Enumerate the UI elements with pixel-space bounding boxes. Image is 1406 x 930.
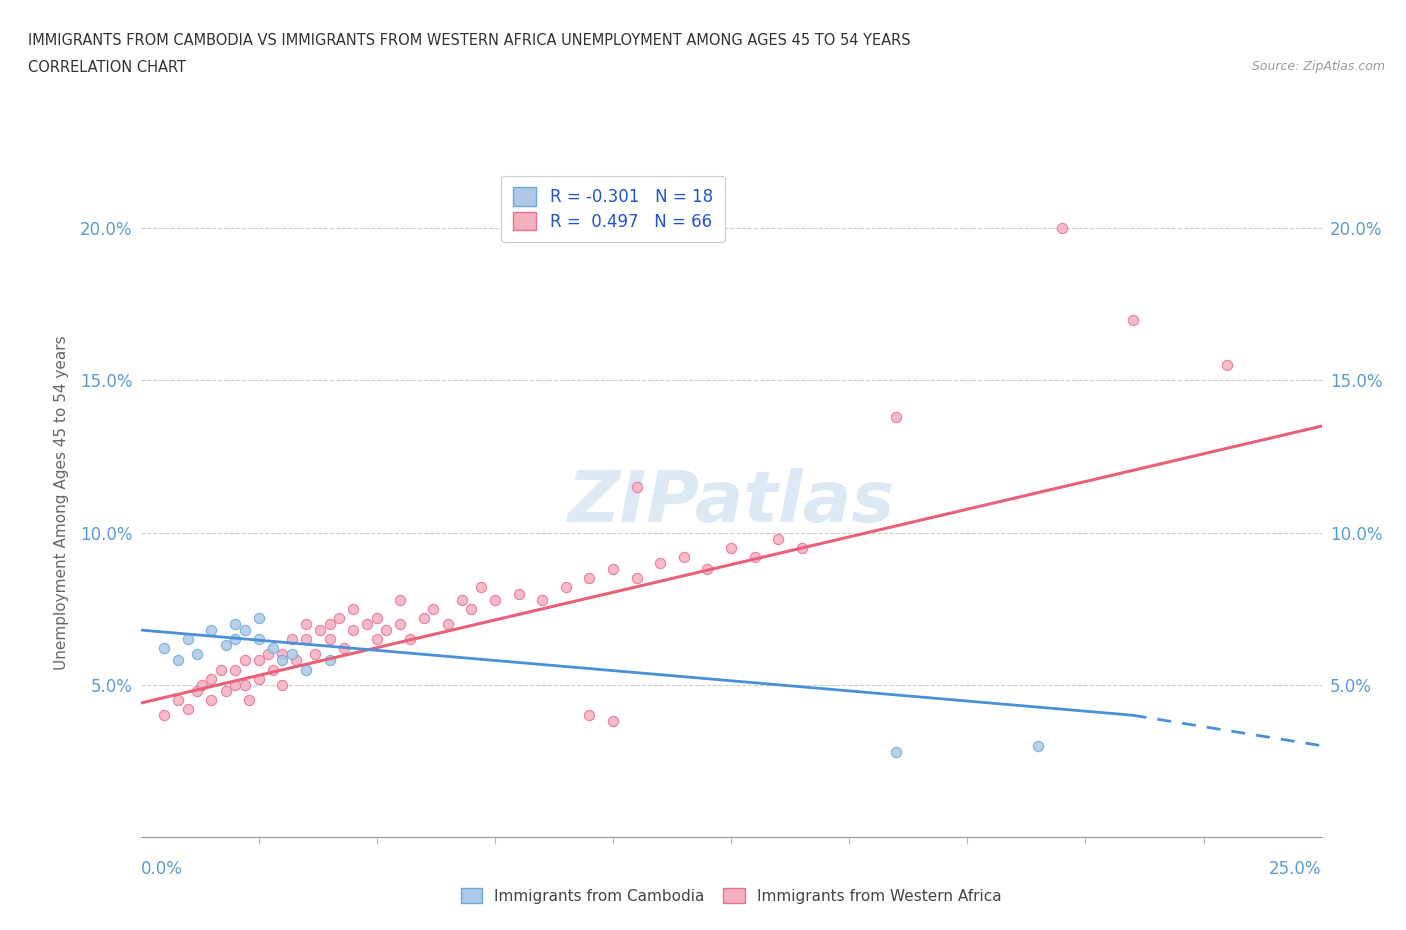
Point xyxy=(744,550,766,565)
Point xyxy=(295,617,318,631)
Point xyxy=(626,571,648,586)
Point xyxy=(389,592,412,607)
Point xyxy=(554,580,576,595)
Point xyxy=(672,550,695,565)
Point xyxy=(886,409,908,424)
Point xyxy=(271,677,294,692)
Text: ZIPatlas: ZIPatlas xyxy=(568,468,894,537)
Point xyxy=(224,677,246,692)
Point xyxy=(342,602,364,617)
Point xyxy=(224,662,246,677)
Point xyxy=(200,622,222,637)
Point xyxy=(191,677,214,692)
Point xyxy=(626,480,648,495)
Point xyxy=(177,702,200,717)
Point xyxy=(318,631,340,646)
Point xyxy=(214,638,236,653)
Point xyxy=(436,617,458,631)
Point xyxy=(602,562,624,577)
Point xyxy=(768,531,790,546)
Y-axis label: Unemployment Among Ages 45 to 54 years: Unemployment Among Ages 45 to 54 years xyxy=(53,335,69,670)
Point xyxy=(295,631,318,646)
Text: IMMIGRANTS FROM CAMBODIA VS IMMIGRANTS FROM WESTERN AFRICA UNEMPLOYMENT AMONG AG: IMMIGRANTS FROM CAMBODIA VS IMMIGRANTS F… xyxy=(28,33,911,47)
Point xyxy=(389,617,412,631)
Point xyxy=(281,647,304,662)
Point xyxy=(578,708,600,723)
Point xyxy=(328,610,350,625)
Point xyxy=(285,653,308,668)
Point xyxy=(578,571,600,586)
Point xyxy=(342,622,364,637)
Point xyxy=(247,610,270,625)
Point xyxy=(257,647,280,662)
Point xyxy=(375,622,398,637)
Point xyxy=(508,586,530,601)
Point xyxy=(295,662,318,677)
Point xyxy=(399,631,422,646)
Point xyxy=(356,617,378,631)
Point xyxy=(309,622,332,637)
Point xyxy=(186,647,208,662)
Point xyxy=(281,631,304,646)
Point xyxy=(332,641,354,656)
Point xyxy=(209,662,232,677)
Point xyxy=(262,641,284,656)
Point xyxy=(460,602,482,617)
Point xyxy=(271,653,294,668)
Text: 0.0%: 0.0% xyxy=(141,860,183,878)
Point xyxy=(1050,220,1073,235)
Point xyxy=(318,653,340,668)
Point xyxy=(271,647,294,662)
Point xyxy=(531,592,554,607)
Point xyxy=(233,622,256,637)
Point xyxy=(233,653,256,668)
Point xyxy=(200,693,222,708)
Point xyxy=(186,684,208,698)
Point xyxy=(450,592,472,607)
Point xyxy=(650,555,672,570)
Point xyxy=(167,693,190,708)
Point xyxy=(470,580,492,595)
Point xyxy=(224,617,246,631)
Point xyxy=(413,610,436,625)
Point xyxy=(304,647,326,662)
Point xyxy=(318,617,340,631)
Text: Source: ZipAtlas.com: Source: ZipAtlas.com xyxy=(1251,60,1385,73)
Point xyxy=(247,653,270,668)
Point xyxy=(366,631,388,646)
Point xyxy=(153,708,176,723)
Point xyxy=(177,631,200,646)
Point xyxy=(167,653,190,668)
Point xyxy=(247,671,270,686)
Point xyxy=(1122,312,1144,327)
Point xyxy=(224,631,246,646)
Point xyxy=(790,540,813,555)
Point xyxy=(200,671,222,686)
Point xyxy=(153,641,176,656)
Point xyxy=(1216,358,1239,373)
Point xyxy=(696,562,718,577)
Point xyxy=(247,631,270,646)
Point xyxy=(233,677,256,692)
Point xyxy=(886,744,908,759)
Legend: Immigrants from Cambodia, Immigrants from Western Africa: Immigrants from Cambodia, Immigrants fro… xyxy=(454,882,1008,910)
Text: 25.0%: 25.0% xyxy=(1270,860,1322,878)
Point xyxy=(720,540,742,555)
Point xyxy=(366,610,388,625)
Point xyxy=(1026,738,1049,753)
Point xyxy=(262,662,284,677)
Point xyxy=(214,684,236,698)
Point xyxy=(238,693,260,708)
Point xyxy=(602,714,624,729)
Point xyxy=(484,592,506,607)
Point xyxy=(422,602,444,617)
Text: CORRELATION CHART: CORRELATION CHART xyxy=(28,60,186,75)
